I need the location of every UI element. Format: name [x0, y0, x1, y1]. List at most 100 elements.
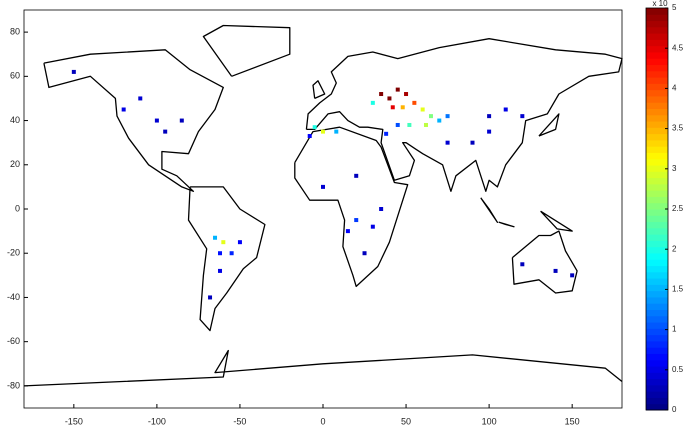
data-point	[420, 107, 425, 112]
data-points	[71, 69, 575, 300]
y-tick-label: 0	[15, 203, 20, 213]
colorbar-band	[646, 227, 668, 235]
colorbar-band	[646, 378, 668, 386]
x-tick-label: 50	[401, 416, 411, 426]
colorbar-band	[646, 152, 668, 160]
data-point	[221, 240, 226, 245]
y-tick-label: -40	[7, 292, 20, 302]
coastline	[23, 349, 623, 387]
data-point	[321, 184, 325, 189]
y-tick-label: -60	[7, 336, 20, 346]
y-tick-label: 40	[10, 115, 20, 125]
data-point	[428, 114, 433, 119]
colorbar-band	[646, 121, 668, 128]
colorbar-band	[646, 252, 668, 260]
colorbar-band	[646, 77, 668, 84]
data-point	[445, 140, 450, 145]
data-point	[503, 107, 508, 112]
data-point	[334, 129, 339, 134]
colorbar-band	[646, 334, 668, 342]
data-point	[213, 235, 218, 240]
data-point	[237, 240, 242, 245]
colorbar-tick-label: 0.5	[672, 365, 684, 374]
colorbar-band	[646, 234, 668, 241]
colorbar-band	[646, 165, 668, 172]
coastline	[294, 126, 409, 288]
data-point	[570, 273, 575, 278]
x-tick-label: 100	[482, 416, 497, 426]
data-point	[470, 140, 475, 145]
data-point	[487, 114, 492, 119]
plot-frame	[23, 9, 623, 409]
colorbar-band	[646, 271, 668, 279]
colorbar-tick-label: 3	[672, 164, 677, 173]
colorbar-band	[646, 384, 668, 392]
colorbar-band	[646, 328, 668, 336]
data-point	[395, 87, 400, 92]
x-tick-label: 150	[565, 416, 580, 426]
colorbar-band	[646, 209, 668, 216]
data-point	[312, 125, 317, 130]
data-point	[154, 118, 159, 123]
data-point	[437, 118, 442, 123]
data-point	[138, 96, 143, 101]
data-point	[370, 224, 375, 229]
y-tick-label: 20	[10, 159, 20, 169]
coastline	[480, 197, 499, 223]
colorbar-tick-label: 0	[672, 405, 677, 414]
y-tick-label: -20	[7, 248, 20, 258]
colorbar-band	[646, 183, 668, 191]
coastline	[202, 24, 291, 77]
data-point	[423, 122, 428, 127]
colorbar-band	[646, 353, 668, 361]
data-point	[412, 100, 417, 105]
colorbar-band	[646, 246, 668, 254]
y-tick-label: -80	[7, 380, 20, 390]
data-point	[362, 251, 367, 256]
colorbar-band	[646, 39, 668, 47]
x-tick-label: 0	[320, 416, 325, 426]
data-point	[218, 268, 223, 273]
data-point	[487, 129, 492, 134]
colorbar: 0 0.5 1 1.5 2 2.5 3 3.5 4 4.5 5	[645, 3, 684, 414]
colorbar-band	[646, 284, 668, 292]
data-point	[218, 251, 223, 256]
colorbar-band	[646, 322, 668, 329]
data-point	[163, 129, 168, 134]
data-point	[208, 295, 213, 300]
colorbar-band	[646, 51, 668, 59]
coastline	[511, 230, 578, 294]
colorbar-band	[646, 303, 668, 310]
colorbar-band	[646, 127, 668, 135]
colorbar-tick-label: 3.5	[672, 124, 684, 133]
colorbar-band	[646, 240, 668, 248]
coastline	[540, 210, 573, 232]
colorbar-band	[646, 64, 668, 72]
colorbar-band	[646, 171, 668, 179]
colorbar-band	[646, 33, 668, 40]
colorbar-band	[646, 89, 668, 97]
colorbar-tick-label: 4	[672, 84, 677, 93]
data-point	[121, 107, 126, 112]
colorbar-band	[646, 290, 668, 298]
colorbar-band	[646, 190, 668, 197]
data-point	[404, 92, 409, 97]
colorbar-band	[646, 139, 668, 147]
coastline	[312, 80, 326, 99]
colorbar-band	[646, 83, 668, 91]
colorbar-band	[646, 340, 668, 348]
colorbar-band	[646, 133, 668, 141]
colorbar-band	[646, 95, 668, 103]
colorbar-tick-label: 1	[672, 325, 677, 334]
coastline	[187, 186, 266, 332]
colorbar-band	[646, 102, 668, 109]
x-tick-label: -100	[148, 416, 166, 426]
colorbar-band	[646, 114, 668, 122]
x-tick-label: -50	[233, 416, 246, 426]
colorbar-band	[646, 315, 668, 323]
data-point	[387, 96, 392, 101]
data-point	[384, 131, 389, 136]
axes: -150 -100 -50 0 50 100 150 -80 -60 -40 -20 0 20 40 60 8…	[7, 26, 580, 426]
data-point	[354, 218, 359, 223]
